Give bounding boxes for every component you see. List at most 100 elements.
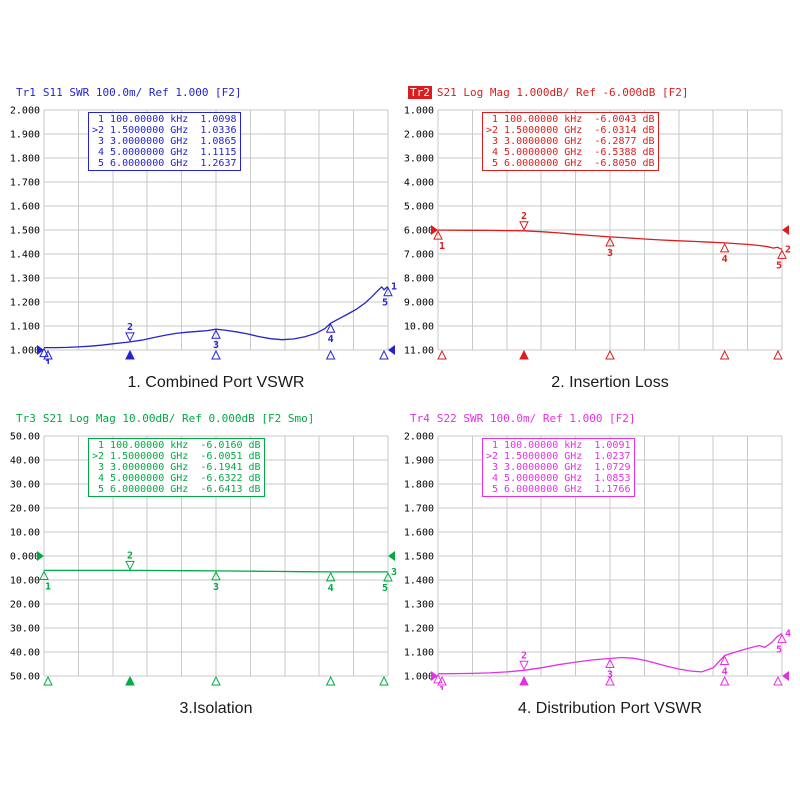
trace-marker-symbol [605,236,615,247]
y-axis-tick-label: 1.500 [10,226,40,237]
y-axis-tick-label: -10.00 [402,322,434,333]
ref-level-arrow-right [782,225,789,235]
trace-settings: S21 Log Mag 10.00dB/ Ref 0.000dB [F2 Smo… [42,412,315,425]
y-axis-tick-label: 1.400 [10,250,40,261]
vna-panel-tr4: Tr4 S22 SWR 100.0m/ Ref 1.000 [F2] 2.000 1… [402,412,794,718]
trace-marker-number: 4 [328,334,334,345]
stimulus-marker-symbol [773,675,783,686]
y-axis-tick-label: -30.00 [8,624,40,635]
trace-marker-symbol [519,660,529,671]
marker-readout-row: >2 1.5000000 GHz -6.0051 dB [92,451,261,462]
trace-marker-number: 4 [722,254,728,265]
trace-settings: S11 SWR 100.0m/ Ref 1.000 [F2] [42,86,242,99]
trace-line [44,285,389,349]
trace-header: Tr2 S21 Log Mag 1.000dB/ Ref -6.000dB [F2… [402,86,794,102]
y-axis-tick-label: 1.900 [404,456,434,467]
trace-number-label: 1 [391,282,397,293]
trace-marker-number: 4 [722,667,728,678]
y-axis-tick-label: 1.800 [10,154,40,165]
marker-readout-row: >2 1.5000000 GHz 1.0336 [92,125,237,136]
y-axis-tick-label: 1.100 [10,322,40,333]
y-axis-tick-label: 1.300 [404,600,434,611]
y-axis-tick-label: -8.000 [402,274,434,285]
vna-panel-tr2: Tr2 S21 Log Mag 1.000dB/ Ref -6.000dB [F2… [402,86,794,392]
y-axis-tick-label: -7.000 [402,250,434,261]
stimulus-marker-symbol [325,675,336,686]
marker-readout-row: 4 5.0000000 GHz -6.5388 dB [486,147,655,158]
trace-marker-symbol [125,332,135,343]
y-axis-tick-label: 1.400 [404,576,434,587]
trace-marker-symbol [383,286,393,297]
y-axis-tick-label: 1.600 [10,202,40,213]
y-axis-tick-label: 0.000 [10,552,40,563]
marker-readout-table: 1 100.00000 kHz 1.0091 >2 1.5000000 GHz 1… [482,438,635,497]
trace-header: Tr4 S22 SWR 100.0m/ Ref 1.000 [F2] [402,412,794,428]
marker-readout-table: 1 100.00000 kHz -6.0043 dB >2 1.5000000 G… [482,112,659,171]
stimulus-marker-symbol [43,349,53,360]
trace-marker-number: 3 [213,340,219,351]
y-axis-tick-label: 2.000 [10,106,40,117]
vna-panel-tr3: Tr3 S21 Log Mag 10.00dB/ Ref 0.000dB [F2 … [8,412,400,718]
stimulus-marker-symbol [125,675,135,686]
trace-marker-symbol [325,323,336,333]
marker-readout-row: 5 6.0000000 GHz -6.8050 dB [486,158,655,169]
trace-line [437,633,783,675]
chart-caption: 2. Insertion Loss [551,374,669,391]
trace-marker-symbol [39,570,49,580]
y-axis-tick-label: 1.000 [404,672,434,683]
plot-area: 2.000 1.900 1.800 1.700 1.600 1.500 1.400 1.300… [8,102,400,365]
y-axis-tick-label: 1.800 [404,480,434,491]
stimulus-marker-symbol [519,675,529,686]
y-axis-tick-label: 1.500 [404,552,434,563]
marker-readout-row: 5 6.0000000 GHz -6.6413 dB [92,484,261,495]
stimulus-marker-symbol [379,349,389,360]
trace-marker-number: 1 [45,359,51,364]
marker-readout-row: 1 100.00000 kHz -6.0160 dB [92,440,261,451]
trace-marker-symbol [777,633,787,644]
y-axis-tick-label: -2.000 [402,130,434,141]
chart-caption: 4. Distribution Port VSWR [517,700,703,717]
trace-marker-number: 2 [127,322,133,333]
trace-marker-number: 2 [521,211,527,222]
trace-settings: S22 SWR 100.0m/ Ref 1.000 [F2] [436,412,636,425]
y-axis-tick-label: -40.00 [8,648,40,659]
trace-label: Tr4 [410,412,430,425]
trace-marker-number: 5 [776,260,782,271]
trace-marker-symbol [777,249,787,259]
trace-marker-number: 5 [382,583,388,594]
marker-readout-row: 3 3.0000000 GHz 1.0865 [92,136,237,147]
stimulus-marker-symbol [773,349,783,360]
trace-settings: S21 Log Mag 1.000dB/ Ref -6.000dB [F2] [436,86,689,99]
trace-marker-number: 5 [776,645,782,656]
y-axis-tick-label: 1.700 [10,178,40,189]
y-axis-tick-label: -11.00 [402,346,434,357]
ref-level-arrow-left [431,225,438,235]
y-axis-tick-label: 40.00 [10,456,40,467]
marker-readout-row: 5 6.0000000 GHz 1.1766 [486,484,631,495]
marker-readout-row: 3 3.0000000 GHz -6.2877 dB [486,136,655,147]
stimulus-marker-symbol [43,675,53,686]
ref-level-arrow-right [388,551,395,561]
plot-area: 2.000 1.900 1.800 1.700 1.600 1.500 1.400 1.300… [402,428,794,691]
stimulus-marker-symbol [325,349,336,360]
y-axis-tick-label: 1.200 [10,298,40,309]
trace-marker-number: 1 [439,685,445,690]
marker-readout-row: >2 1.5000000 GHz 1.0237 [486,451,631,462]
trace-marker-symbol [433,673,443,684]
trace-number-label: 2 [785,244,791,255]
y-axis-tick-label: -6.000 [402,226,434,237]
trace-marker-number: 4 [328,583,334,594]
trace-marker-number: 5 [382,298,388,309]
trace-marker-number: 3 [213,582,219,593]
marker-readout-row: 3 3.0000000 GHz 1.0729 [486,462,631,473]
ref-level-arrow-left [37,551,44,561]
trace-marker-symbol [719,242,730,253]
stimulus-marker-symbol [605,675,615,686]
y-axis-tick-label: -3.000 [402,154,434,165]
trace-marker-symbol [383,571,393,582]
stimulus-marker-symbol [211,675,221,686]
marker-readout-row: >2 1.5000000 GHz -6.0314 dB [486,125,655,136]
marker-readout-row: 4 5.0000000 GHz 1.1115 [92,147,237,158]
trace-marker-number: 2 [127,550,133,561]
